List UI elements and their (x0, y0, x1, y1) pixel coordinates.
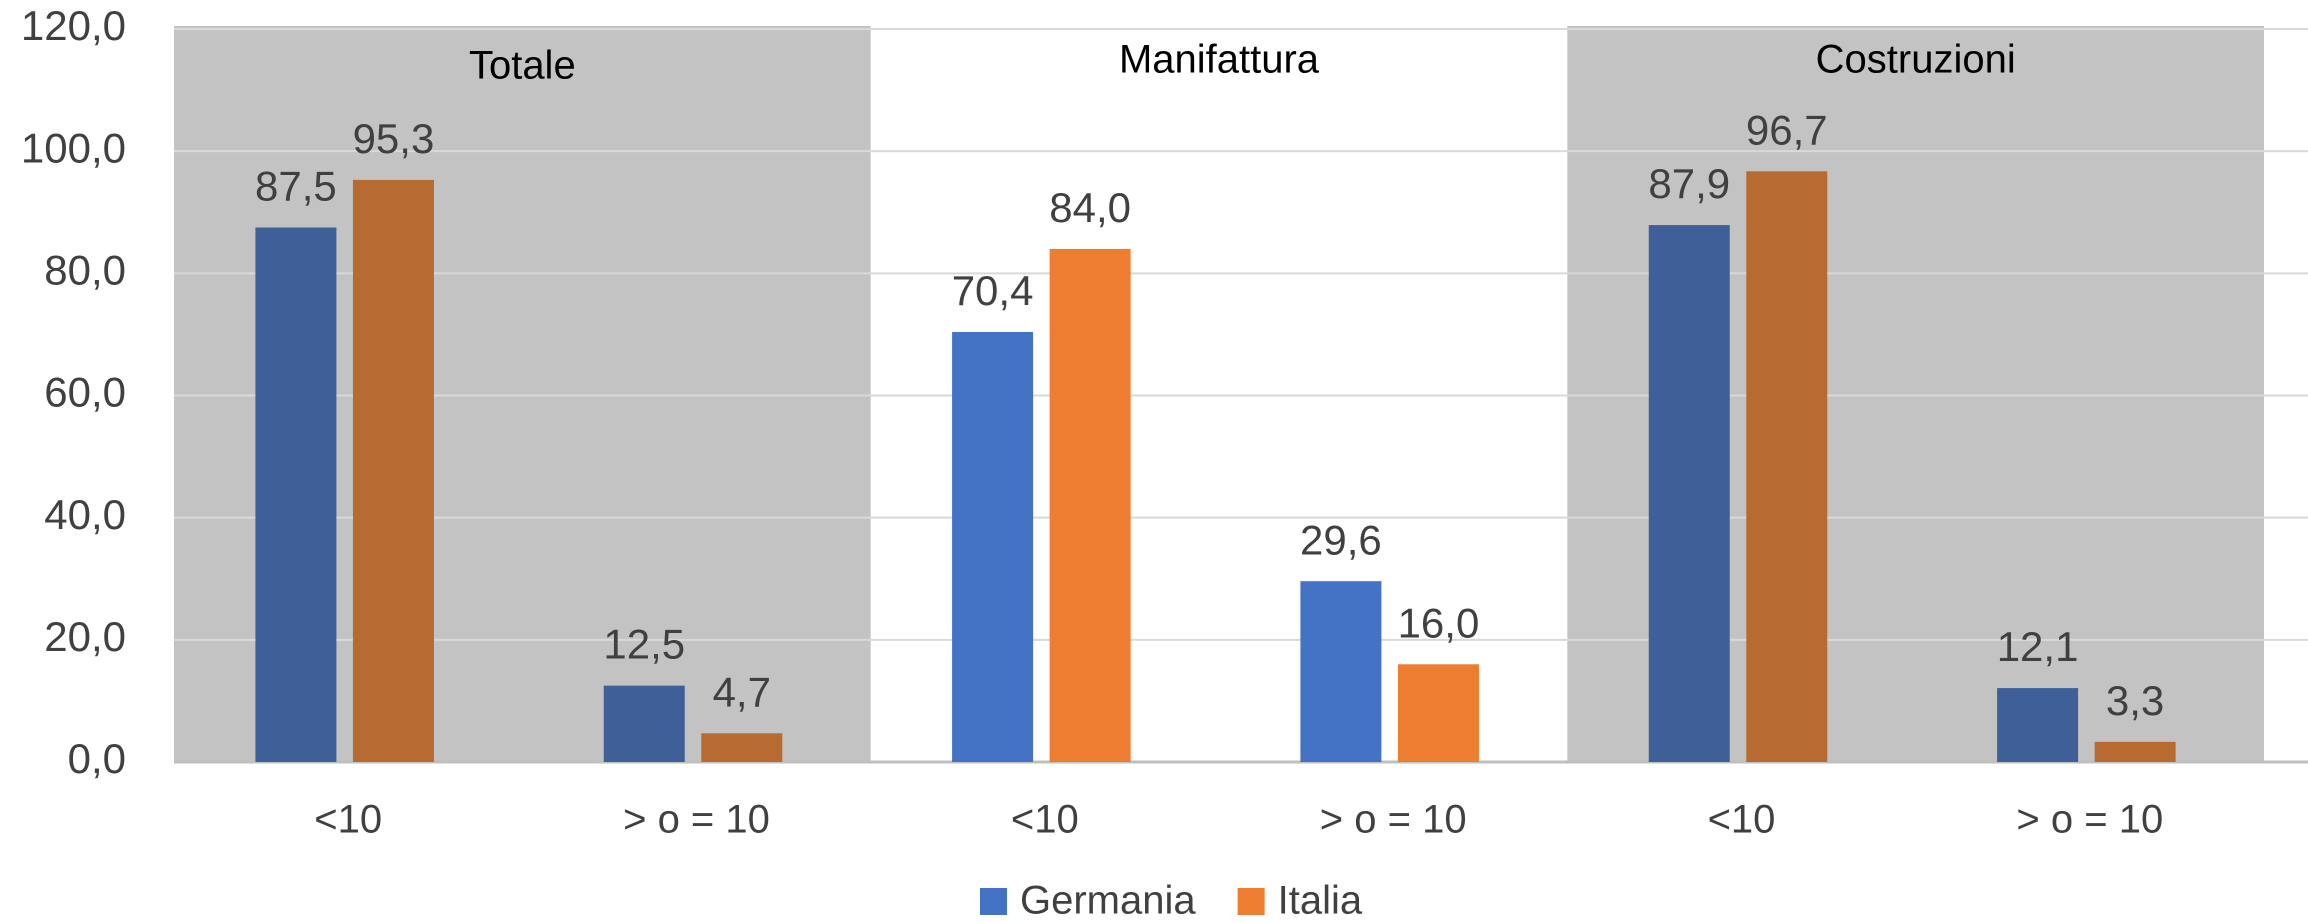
data-label: 87,5 (255, 163, 337, 210)
y-tick-label: 60,0 (44, 369, 126, 416)
group-title: Costruzioni (1816, 38, 2016, 82)
legend-swatch (1237, 888, 1265, 915)
legend-swatch (980, 888, 1007, 915)
data-label: 95,3 (353, 115, 435, 162)
bar (1049, 248, 1131, 762)
data-label: 29,6 (1300, 516, 1382, 563)
bar (603, 685, 685, 762)
bar (701, 733, 783, 762)
bar (1997, 688, 2079, 762)
legend-label: Italia (1278, 879, 1363, 923)
x-tick-label: > o = 10 (2016, 798, 2163, 842)
data-label: 87,9 (1648, 160, 1730, 207)
y-tick-label: 0,0 (68, 735, 126, 782)
data-label: 70,4 (952, 267, 1034, 314)
y-tick-label: 40,0 (44, 491, 126, 538)
x-tick-label: <10 (1708, 798, 1776, 842)
bar (2094, 741, 2176, 762)
y-tick-label: 120,0 (21, 2, 126, 49)
bar (1648, 225, 1730, 762)
bar (255, 227, 337, 763)
data-label: 3,3 (2106, 677, 2164, 724)
data-label: 96,7 (1746, 106, 1828, 153)
bar (1300, 581, 1382, 762)
data-label: 12,1 (1997, 623, 2079, 670)
x-tick-label: > o = 10 (623, 798, 770, 842)
legend-label: Germania (1020, 879, 1196, 923)
y-tick-label: 100,0 (21, 124, 126, 171)
x-tick-label: <10 (1011, 798, 1079, 842)
data-label: 84,0 (1049, 184, 1131, 231)
data-label: 4,7 (713, 668, 771, 715)
y-tick-label: 20,0 (44, 613, 126, 660)
bar (352, 179, 434, 762)
bar (1746, 171, 1828, 763)
group-title: Manifattura (1119, 38, 1320, 82)
bar (1397, 664, 1479, 762)
y-tick-label: 80,0 (44, 246, 126, 293)
data-label: 12,5 (603, 621, 685, 668)
bar (952, 331, 1034, 762)
x-tick-label: > o = 10 (1320, 798, 1467, 842)
data-label: 16,0 (1398, 599, 1480, 646)
x-tick-label: <10 (314, 798, 382, 842)
group-title: Totale (469, 44, 576, 88)
